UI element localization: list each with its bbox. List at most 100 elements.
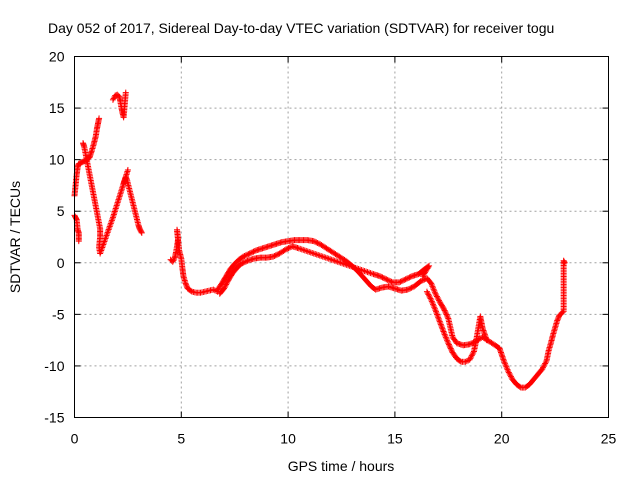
data-point (327, 256, 334, 263)
data-point (433, 310, 440, 317)
data-point (383, 276, 390, 283)
data-point (244, 251, 251, 258)
data-point (470, 349, 477, 356)
data-point (358, 267, 365, 274)
data-point (331, 257, 338, 264)
data-point (434, 311, 441, 318)
y-tick-label: 15 (49, 100, 65, 116)
data-point (75, 238, 82, 245)
data-point (507, 372, 514, 379)
data-point (251, 248, 258, 255)
data-point (428, 281, 435, 288)
data-point (281, 247, 288, 254)
data-point (444, 337, 451, 344)
data-point (540, 363, 547, 370)
data-point (298, 246, 305, 253)
data-point (448, 348, 455, 355)
data-point (440, 328, 447, 335)
data-point (436, 317, 443, 324)
data-point (417, 278, 424, 285)
data-point (407, 273, 414, 280)
y-tick-label: 0 (57, 255, 65, 271)
data-point (448, 346, 455, 353)
x-tick-label: 10 (280, 431, 296, 447)
data-point (182, 280, 189, 287)
data-point (396, 279, 403, 286)
data-point (315, 252, 322, 259)
data-point (431, 289, 438, 296)
data-point (506, 370, 513, 377)
data-point (110, 95, 117, 102)
data-point (438, 322, 445, 329)
data-point (337, 259, 344, 266)
data-point (321, 254, 328, 261)
data-point (501, 359, 508, 366)
data-point (436, 297, 443, 304)
data-point (407, 285, 414, 292)
data-point (304, 248, 311, 255)
data-point (401, 276, 408, 283)
data-point (440, 304, 447, 311)
y-tick-label: 20 (49, 49, 65, 65)
data-point (169, 258, 176, 265)
data-point (431, 287, 438, 294)
chart-title: Day 052 of 2017, Sidereal Day-to-day VTE… (48, 20, 554, 36)
data-point (424, 290, 431, 297)
data-point (170, 257, 177, 264)
data-point (312, 251, 319, 258)
data-point (243, 258, 250, 265)
data-point (428, 298, 435, 305)
data-point (211, 287, 218, 294)
data-point (442, 332, 449, 339)
data-point (322, 254, 329, 261)
data-point (349, 263, 356, 270)
data-point (183, 282, 190, 289)
data-point (310, 238, 317, 245)
data-point (403, 275, 410, 282)
data-point (423, 288, 430, 295)
data-point (330, 257, 337, 264)
data-point (333, 258, 340, 265)
data-point (425, 291, 432, 298)
data-point (398, 278, 405, 285)
data-point (466, 341, 473, 348)
data-point (351, 264, 358, 271)
data-point (241, 252, 248, 259)
data-point (183, 281, 190, 288)
data-point (342, 261, 349, 268)
data-point (319, 253, 326, 260)
data-point (385, 277, 392, 284)
data-point (561, 259, 568, 266)
data-point (555, 314, 562, 321)
data-point (428, 296, 435, 303)
data-point (306, 248, 313, 255)
data-point (441, 329, 448, 336)
data-point (431, 305, 438, 312)
data-point (559, 309, 566, 316)
data-point (430, 284, 437, 291)
data-point (242, 252, 249, 259)
data-point (355, 265, 362, 272)
data-point (441, 306, 448, 313)
data-point (388, 278, 395, 285)
data-point (360, 267, 367, 274)
data-point (468, 352, 475, 359)
data-point (432, 307, 439, 314)
x-axis-label: GPS time / hours (288, 458, 395, 474)
data-point (439, 327, 446, 334)
data-point (429, 299, 436, 306)
data-point (443, 311, 450, 318)
data-point (307, 249, 314, 256)
data-point (309, 249, 316, 256)
data-point (427, 279, 434, 286)
data-point (240, 259, 247, 266)
data-point (439, 325, 446, 332)
data-point (238, 260, 245, 267)
data-point (376, 273, 383, 280)
data-point (240, 253, 247, 260)
x-tick-label: 25 (601, 431, 617, 447)
data-point (561, 258, 568, 265)
data-point (303, 247, 310, 254)
data-point (433, 293, 440, 300)
data-point (297, 245, 304, 252)
